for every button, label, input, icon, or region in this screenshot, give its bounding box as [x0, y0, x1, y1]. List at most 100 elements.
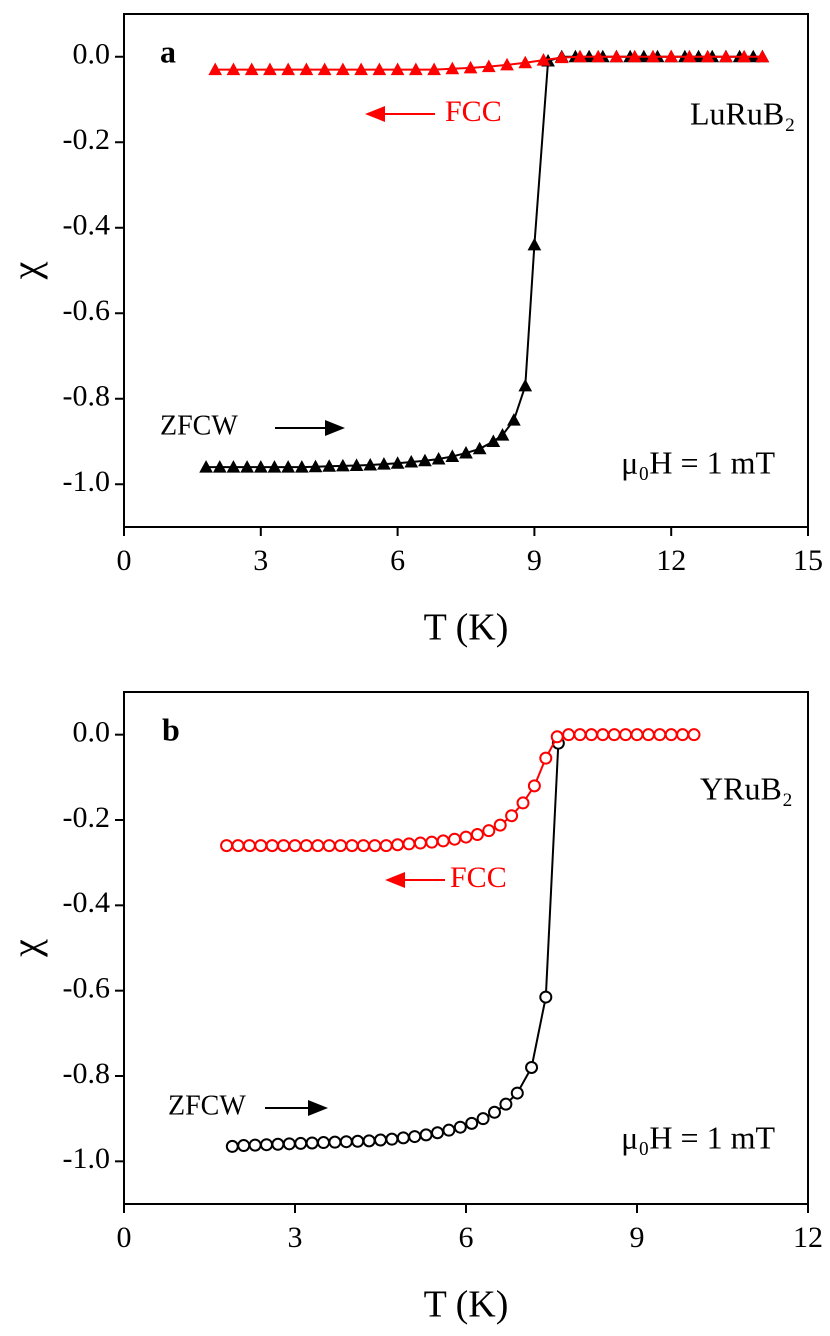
marker — [356, 839, 370, 853]
marker — [573, 49, 587, 63]
series-line — [226, 733, 694, 847]
marker — [573, 728, 587, 742]
marker — [448, 832, 462, 846]
marker — [391, 838, 405, 852]
marker — [465, 1116, 479, 1130]
marker — [719, 49, 733, 63]
marker — [442, 1123, 456, 1137]
marker — [349, 458, 364, 471]
marker — [499, 1097, 513, 1111]
fcc-arrowhead — [385, 872, 405, 888]
marker — [390, 62, 405, 76]
marker — [755, 49, 770, 63]
marker — [354, 62, 368, 76]
marker — [505, 809, 519, 823]
marker — [317, 1136, 330, 1150]
marker — [404, 454, 419, 468]
marker — [470, 828, 484, 842]
marker — [472, 441, 487, 455]
x-axis-title: T (K) — [424, 1284, 509, 1326]
marker — [242, 839, 256, 853]
marker — [550, 730, 564, 744]
marker — [374, 1133, 387, 1147]
marker — [311, 839, 325, 853]
marker — [212, 460, 227, 473]
marker — [510, 1086, 524, 1100]
x-tick-label: 12 — [656, 544, 686, 577]
marker — [459, 445, 473, 459]
marker — [208, 62, 223, 76]
x-tick-label: 3 — [288, 1221, 303, 1254]
marker — [737, 49, 752, 63]
marker — [493, 818, 507, 832]
marker — [527, 779, 541, 793]
marker — [363, 457, 378, 471]
marker — [459, 830, 473, 844]
x-tick-label: 0 — [117, 1221, 132, 1254]
marker — [591, 49, 606, 63]
marker — [281, 460, 296, 473]
marker — [653, 728, 667, 742]
fcc-arrowhead — [365, 106, 385, 122]
plot-frame — [123, 13, 809, 528]
marker — [277, 839, 291, 853]
marker — [516, 796, 530, 810]
marker — [271, 1137, 285, 1151]
series-line — [232, 743, 560, 1148]
marker — [305, 1136, 319, 1150]
marker — [334, 839, 348, 853]
y-tick-label: -0.2 — [63, 801, 111, 834]
marker — [362, 1134, 376, 1148]
x-tick-label: 3 — [253, 544, 268, 577]
y-tick-label: -0.8 — [63, 380, 111, 413]
sample-label: LuRuB₂ — [690, 95, 795, 131]
x-tick-label: 9 — [527, 544, 542, 577]
marker — [419, 1128, 433, 1142]
marker — [339, 1135, 353, 1149]
marker — [481, 59, 496, 73]
y-tick-label: -0.6 — [63, 972, 111, 1005]
marker — [676, 728, 690, 742]
marker — [351, 1134, 365, 1148]
y-axis-title: χ — [3, 261, 48, 280]
marker — [431, 1126, 444, 1140]
marker — [536, 53, 551, 66]
marker — [237, 1139, 251, 1153]
y-tick-label: 0.0 — [73, 716, 111, 749]
marker — [527, 237, 542, 251]
marker — [518, 55, 533, 69]
marker — [368, 839, 382, 853]
marker — [463, 60, 478, 74]
x-tick-label: 15 — [793, 544, 823, 577]
y-tick-label: -0.4 — [63, 886, 111, 919]
marker — [627, 49, 642, 63]
zfcw-label: ZFCW — [168, 1090, 246, 1121]
marker — [445, 61, 460, 75]
marker — [377, 457, 391, 470]
marker — [288, 839, 302, 853]
marker — [299, 839, 313, 853]
y-tick-label: 0.0 — [73, 38, 111, 71]
marker — [390, 456, 405, 469]
marker — [445, 449, 460, 462]
marker — [646, 49, 660, 63]
marker — [664, 49, 679, 63]
marker — [482, 824, 496, 838]
marker — [199, 460, 213, 473]
marker — [254, 839, 268, 853]
marker — [263, 62, 277, 76]
panel-label: b — [162, 711, 180, 747]
marker — [328, 1135, 342, 1149]
marker — [226, 460, 241, 473]
y-tick-label: -0.6 — [63, 294, 111, 327]
panel-label: a — [160, 33, 176, 69]
y-tick-label: -0.2 — [63, 123, 111, 156]
marker — [408, 1130, 422, 1144]
y-tick-label: -0.8 — [63, 1057, 111, 1090]
marker — [607, 728, 621, 742]
marker — [413, 836, 427, 850]
x-tick-label: 12 — [793, 1221, 823, 1254]
marker — [231, 839, 245, 853]
marker — [260, 1138, 273, 1152]
